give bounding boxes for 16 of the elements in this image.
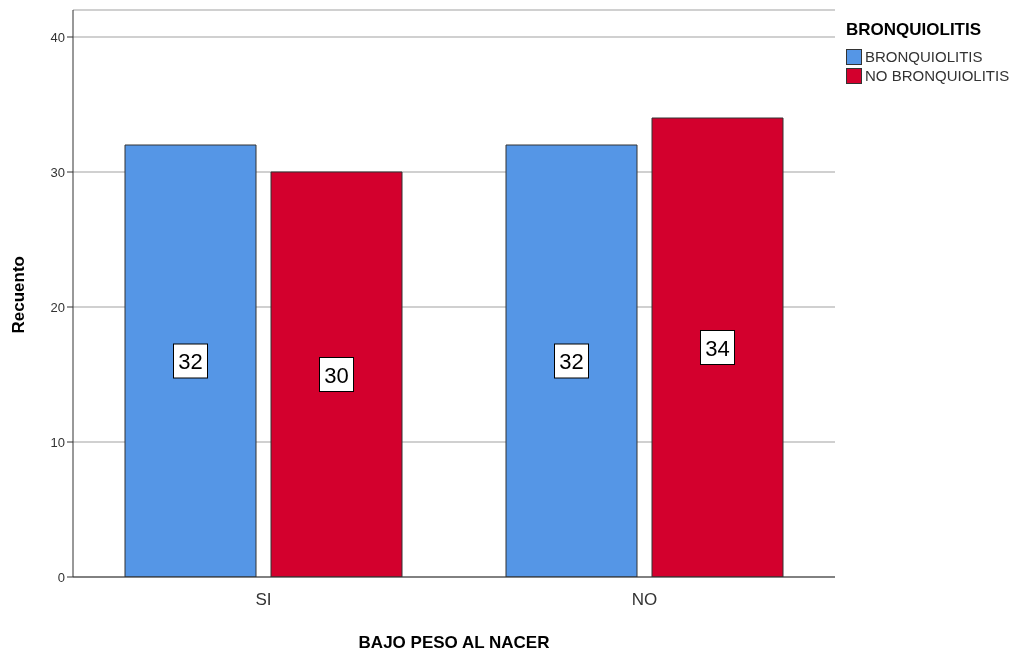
data-label: 32 [178,349,203,374]
y-tick-label: 20 [50,299,65,315]
x-tick-label: NO [631,590,658,610]
y-axis-title: Recuento [9,256,29,334]
y-tick-label: 0 [57,569,65,585]
legend-title: BRONQUIOLITIS [846,20,983,40]
y-tick-label: 30 [50,164,65,180]
data-label: 34 [705,335,730,361]
y-tick-label: 10 [50,434,65,450]
data-label: 32 [559,349,584,374]
x-axis-title: BAJO PESO AL NACER [358,633,550,652]
x-tick-label: SI [255,590,272,610]
legend-label: NO BRONQUIOLITIS [865,67,1010,84]
data-label: 30 [324,362,349,388]
y-tick-label: 40 [50,29,65,45]
legend-label: BRONQUIOLITIS [865,48,983,65]
